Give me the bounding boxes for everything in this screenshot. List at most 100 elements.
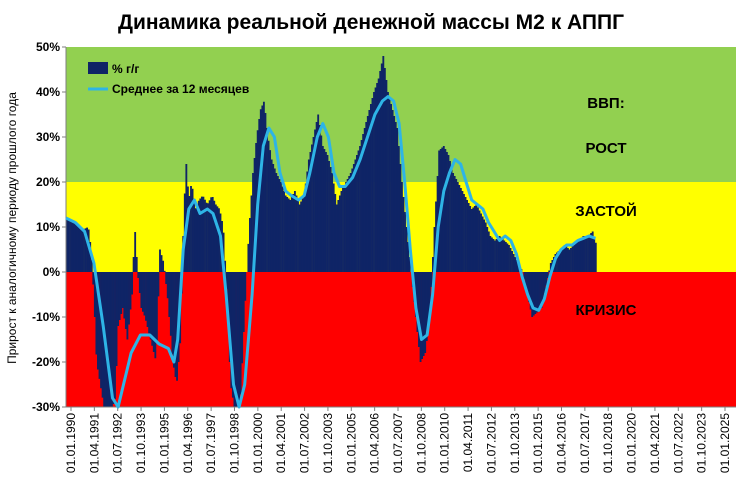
bar: [118, 272, 121, 320]
bar: [576, 242, 579, 272]
bar: [280, 182, 282, 272]
bar: [107, 272, 110, 407]
bar: [526, 272, 529, 295]
zone-band-2: [66, 272, 736, 407]
bar: [214, 204, 217, 272]
bar: [565, 246, 568, 272]
x-tick-label: 01.07.2012: [484, 413, 498, 473]
bar: [501, 239, 504, 272]
bar: [138, 272, 141, 293]
bar: [582, 236, 585, 272]
bar: [559, 249, 562, 272]
bar: [295, 195, 298, 272]
bar: [452, 173, 455, 272]
legend-line-label: Среднее за 12 месяцев: [112, 82, 249, 96]
y-tick-label: 50%: [36, 40, 60, 54]
bar: [328, 161, 330, 272]
bar: [123, 272, 126, 319]
bar: [169, 272, 172, 336]
bar: [141, 272, 144, 312]
bar: [66, 218, 68, 272]
bar: [97, 272, 99, 370]
bar: [490, 237, 493, 272]
bar: [373, 92, 375, 272]
bar: [352, 164, 355, 272]
bar: [174, 272, 177, 377]
bar: [154, 272, 157, 359]
bar: [532, 272, 535, 316]
bar: [264, 113, 267, 272]
zone-band-0: [66, 47, 736, 182]
bar: [196, 204, 199, 272]
bar: [242, 272, 245, 332]
bar: [275, 173, 278, 272]
bar: [186, 186, 189, 272]
bar: [512, 254, 515, 272]
bar: [159, 249, 161, 272]
bar: [360, 140, 363, 272]
average-line-layer: [65, 95, 597, 409]
bar: [418, 272, 420, 347]
bar: [531, 272, 534, 317]
bar: [504, 242, 507, 272]
bar: [115, 272, 118, 366]
bar: [301, 198, 304, 272]
bar: [369, 104, 372, 272]
bar: [427, 272, 430, 329]
bar: [405, 227, 408, 272]
bar: [95, 272, 98, 355]
bar: [503, 240, 506, 272]
x-tick-label: 01.07.2002: [298, 413, 312, 473]
bar: [157, 272, 160, 297]
bar: [342, 188, 344, 272]
bar: [238, 272, 241, 407]
bar: [548, 270, 551, 272]
bar: [78, 225, 81, 272]
bar: [87, 229, 90, 272]
bar: [394, 122, 397, 272]
bar: [495, 239, 498, 272]
bar: [475, 204, 478, 272]
bar: [134, 232, 137, 272]
bar: [262, 101, 265, 272]
bar: [591, 231, 594, 272]
bar: [239, 272, 242, 395]
bar: [287, 198, 290, 272]
chart-title: Динамика реальной денежной массы М2 к АП…: [118, 11, 624, 34]
bar: [376, 83, 379, 272]
bar: [109, 272, 112, 407]
bar: [492, 239, 495, 272]
bar: [307, 159, 310, 272]
bar: [326, 155, 329, 272]
bar: [171, 272, 174, 355]
x-tick-label: 01.10.2003: [321, 413, 335, 473]
bar: [349, 173, 352, 272]
bar: [566, 248, 569, 272]
bar: [194, 208, 197, 272]
bar: [511, 251, 513, 272]
bar: [70, 221, 73, 272]
x-tick-label: 01.01.2020: [625, 413, 639, 473]
bar: [523, 272, 526, 280]
bar: [356, 155, 358, 272]
bar: [321, 146, 324, 272]
legend: % г/г Среднее за 12 месяцев: [88, 62, 249, 96]
axes-layer: -30% -20% -10% 0% 10% 20% 30% 40% 50% 01.01.1990 0…: [32, 40, 736, 473]
bar: [528, 272, 531, 302]
bar: [540, 272, 543, 308]
bar: [585, 236, 588, 272]
bar: [72, 222, 75, 272]
x-tick-label: 01.01.2005: [344, 413, 358, 473]
bar: [543, 272, 546, 293]
bar: [469, 206, 472, 272]
x-tick-label: 01.01.1990: [64, 413, 78, 473]
bar: [188, 196, 191, 272]
zone-labels-layer: ВВП: РОСТ ЗАСТОЙ КРИЗИС: [575, 95, 637, 319]
bar: [278, 179, 281, 272]
bar: [84, 228, 87, 272]
legend-bar-label: % г/г: [112, 62, 139, 76]
bar: [514, 257, 517, 272]
bar: [267, 140, 270, 272]
bar: [377, 78, 380, 272]
bar: [391, 110, 394, 272]
